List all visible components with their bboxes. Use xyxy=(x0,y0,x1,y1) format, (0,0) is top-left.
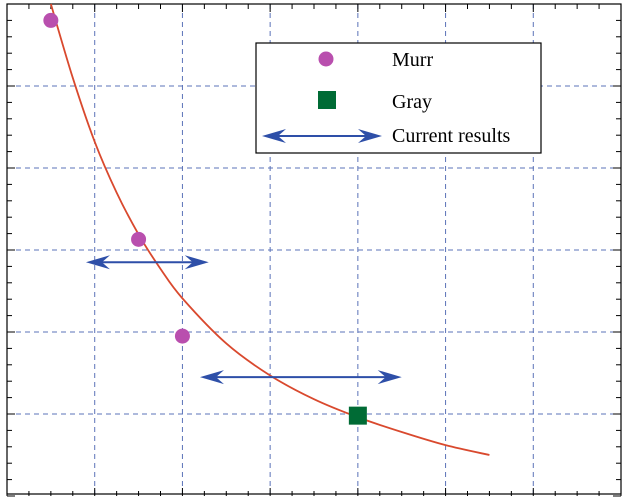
legend: Murr Gray Current results xyxy=(255,42,542,154)
current-results-layer xyxy=(85,255,402,385)
legend-gray-label: Gray xyxy=(392,91,432,113)
markers-layer xyxy=(43,12,367,425)
arrow-head-left xyxy=(199,370,224,385)
arrow-head-right xyxy=(184,255,209,270)
legend-murr-label: Murr xyxy=(392,49,433,71)
legend-arrow-shape xyxy=(262,129,382,143)
murr-point xyxy=(174,328,190,344)
current-results-range xyxy=(199,370,402,385)
arrow-head-right xyxy=(358,129,382,143)
legend-gray-marker xyxy=(318,91,336,109)
arrow-head-left xyxy=(262,129,286,143)
legend-murr-marker xyxy=(318,51,334,67)
arrow-head-left xyxy=(85,255,110,270)
fit-curve-layer xyxy=(49,3,490,456)
legend-current-results-label: Current results xyxy=(392,125,511,147)
legend-box xyxy=(255,42,542,154)
current-results-range xyxy=(85,255,209,270)
gray-point xyxy=(348,406,367,425)
murr-point xyxy=(131,231,147,247)
arrow-head-right xyxy=(377,370,402,385)
plot-frame xyxy=(6,3,622,495)
murr-point xyxy=(43,12,59,28)
legend-current-results-marker xyxy=(262,129,382,143)
fit-curve xyxy=(49,3,490,456)
